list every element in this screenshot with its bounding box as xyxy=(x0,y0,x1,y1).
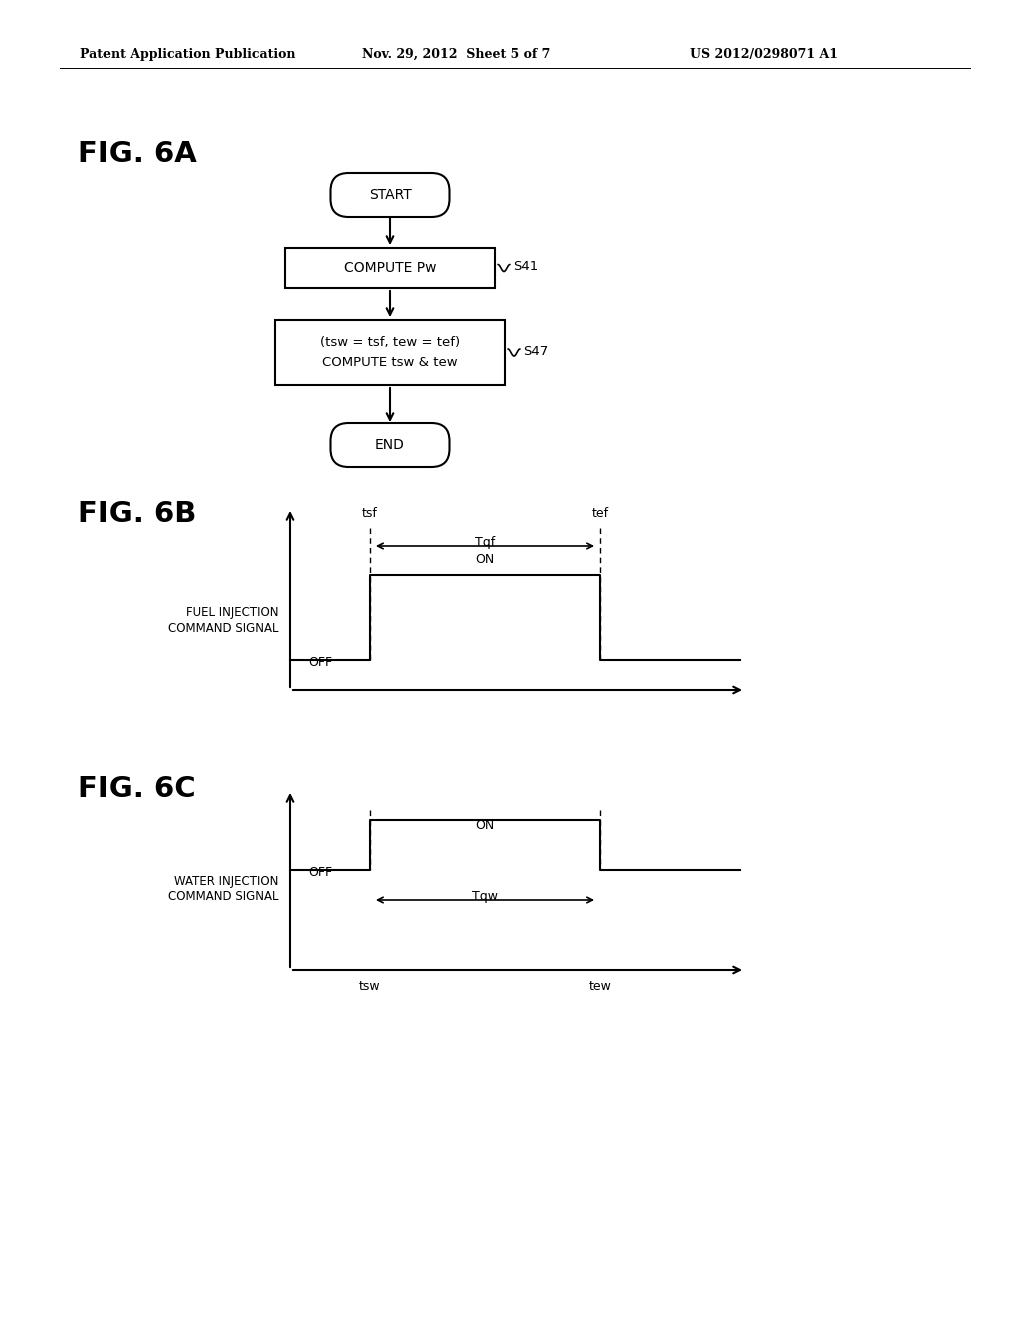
Text: COMMAND SIGNAL: COMMAND SIGNAL xyxy=(168,891,278,903)
Text: FIG. 6C: FIG. 6C xyxy=(78,775,196,803)
FancyBboxPatch shape xyxy=(331,422,450,467)
Text: tew: tew xyxy=(589,979,611,993)
Text: tef: tef xyxy=(592,507,608,520)
Text: Patent Application Publication: Patent Application Publication xyxy=(80,48,296,61)
Bar xyxy=(275,319,505,385)
Text: tsw: tsw xyxy=(359,979,381,993)
Text: tsf: tsf xyxy=(362,507,378,520)
Text: ON: ON xyxy=(475,818,495,832)
Text: FIG. 6A: FIG. 6A xyxy=(78,140,197,168)
Text: (tsw = tsf, tew = tef): (tsw = tsf, tew = tef) xyxy=(319,337,460,348)
Bar xyxy=(285,248,495,288)
Text: WATER INJECTION: WATER INJECTION xyxy=(174,874,278,887)
Text: OFF: OFF xyxy=(308,866,332,879)
Text: ON: ON xyxy=(475,553,495,566)
Text: OFF: OFF xyxy=(308,656,332,669)
FancyBboxPatch shape xyxy=(331,173,450,216)
Text: S47: S47 xyxy=(523,345,548,358)
Text: Tqw: Tqw xyxy=(472,890,498,903)
Text: COMPUTE Pw: COMPUTE Pw xyxy=(344,261,436,275)
Text: S41: S41 xyxy=(513,260,539,273)
Text: COMMAND SIGNAL: COMMAND SIGNAL xyxy=(168,622,278,635)
Text: Tqf: Tqf xyxy=(475,536,496,549)
Text: START: START xyxy=(369,187,412,202)
Text: FIG. 6B: FIG. 6B xyxy=(78,500,197,528)
Text: END: END xyxy=(375,438,404,451)
Text: US 2012/0298071 A1: US 2012/0298071 A1 xyxy=(690,48,838,61)
Text: Nov. 29, 2012  Sheet 5 of 7: Nov. 29, 2012 Sheet 5 of 7 xyxy=(362,48,550,61)
Text: COMPUTE tsw & tew: COMPUTE tsw & tew xyxy=(323,356,458,370)
Text: FUEL INJECTION: FUEL INJECTION xyxy=(185,606,278,619)
